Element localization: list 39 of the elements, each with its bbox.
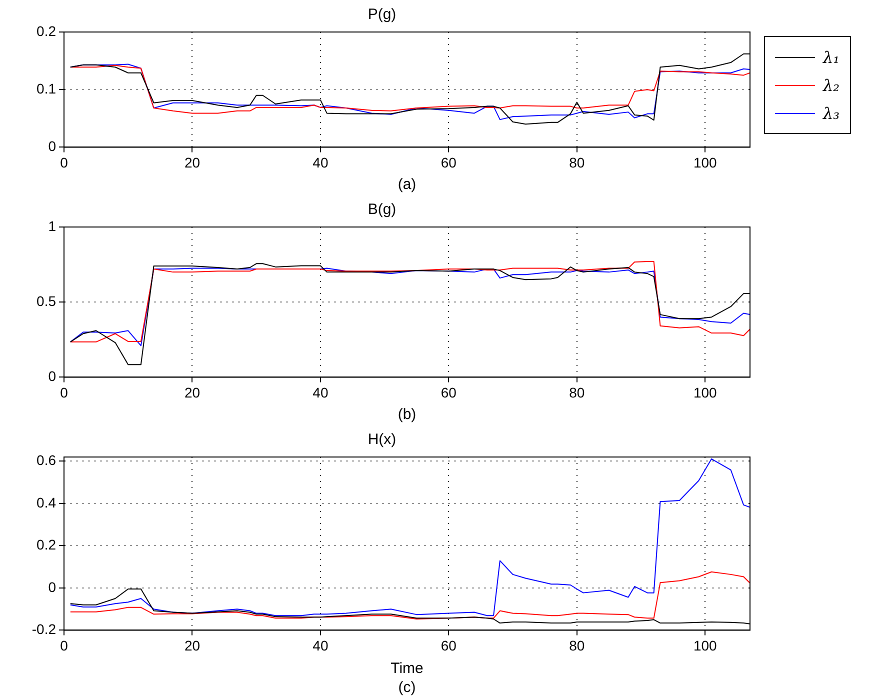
x-tick-label: 60 [440,154,457,170]
x-tick-label: 40 [312,384,328,400]
x-axis-title: Time [390,660,424,678]
chart-title: P(g) [368,6,396,24]
chart-title: H(x) [368,431,396,448]
x-tick-label: 0 [60,154,68,170]
y-tick-label: -0.2 [32,621,56,638]
x-tick-label: 100 [693,637,718,654]
y-tick-label: 0.5 [36,292,56,309]
legend-label: λ₃ [823,104,840,122]
x-tick-label: 80 [569,154,585,170]
x-tick-label: 20 [184,637,200,654]
x-tick-label: 60 [440,384,457,400]
text: (a) [396,175,418,195]
y-tick-label: 0.6 [36,452,56,468]
x-tick-label: 60 [440,637,457,654]
y-tick-label: 0.1 [36,80,56,96]
y-tick-label: 0.2 [36,536,56,553]
y-tick-label: 0 [48,138,56,154]
text: (b) [396,405,418,425]
y-tick-label: 0 [48,368,56,384]
x-tick-label: 20 [184,154,200,170]
text: (c) [397,678,417,698]
legend-label: λ₁ [823,48,840,66]
chart-title: B(g) [368,201,396,218]
x-tick-label: 100 [693,384,718,400]
x-tick-label: 80 [569,384,585,400]
x-tick-label: 100 [693,154,718,170]
x-tick-label: 40 [312,154,328,170]
x-tick-label: 0 [60,637,68,654]
x-tick-label: 40 [312,637,328,654]
x-tick-label: 0 [60,384,68,400]
y-tick-label: 0 [48,578,56,595]
x-tick-label: 20 [184,384,200,400]
y-tick-label: 0.2 [36,22,56,39]
x-tick-label: 80 [569,637,585,654]
y-tick-label: 1 [48,218,56,234]
y-tick-label: 0.4 [36,494,56,510]
legend-label: λ₂ [823,76,840,94]
